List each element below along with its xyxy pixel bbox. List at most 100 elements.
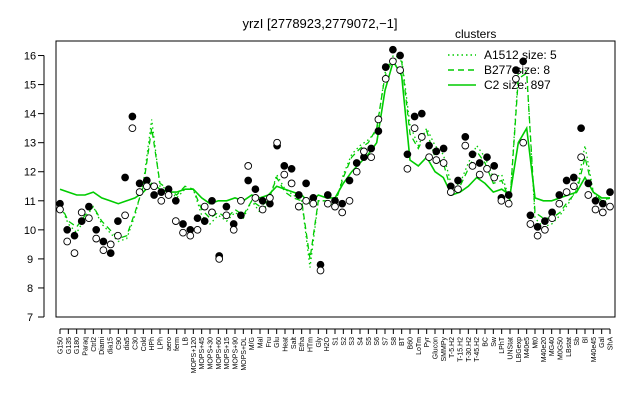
x-tick-label: S6 bbox=[374, 337, 381, 346]
data-point bbox=[526, 211, 535, 220]
data-point bbox=[208, 196, 216, 205]
data-point bbox=[352, 167, 361, 176]
chart-title: yrzI [2778923,2779072,−1] bbox=[242, 16, 397, 31]
data-point bbox=[541, 217, 549, 225]
data-point bbox=[410, 112, 419, 121]
data-point bbox=[569, 182, 578, 191]
legend-entry-b277: B277 size: 8 bbox=[484, 63, 550, 77]
data-point bbox=[135, 188, 144, 196]
x-tick-label: LB bbox=[183, 337, 190, 346]
legend-entry-c2: C2 size: 897 bbox=[484, 78, 551, 92]
data-point bbox=[193, 225, 202, 234]
data-point bbox=[150, 191, 158, 199]
x-tick-label: T-5.H2 bbox=[449, 337, 456, 358]
x-tick-label: S3 bbox=[349, 337, 356, 346]
x-tick-label: Cold bbox=[141, 337, 148, 352]
data-point bbox=[454, 176, 462, 185]
data-point bbox=[439, 144, 448, 153]
data-point bbox=[280, 162, 289, 170]
data-point bbox=[396, 66, 404, 74]
data-point bbox=[475, 170, 484, 179]
plot-frame bbox=[55, 40, 616, 318]
data-point bbox=[381, 63, 390, 71]
data-point bbox=[99, 246, 108, 255]
x-tick-label: M40e20 bbox=[541, 337, 548, 362]
data-point bbox=[352, 159, 361, 167]
data-point bbox=[302, 179, 310, 188]
data-point bbox=[316, 266, 325, 275]
data-point bbox=[222, 202, 231, 211]
data-point bbox=[446, 188, 455, 196]
data-point bbox=[569, 173, 578, 182]
data-point bbox=[468, 150, 477, 159]
x-tick-label: T-15.H2 bbox=[458, 337, 465, 362]
x-tick-label: dia15 bbox=[108, 337, 115, 354]
x-tick-label: S2 bbox=[341, 337, 348, 346]
legend-title: clusters bbox=[455, 27, 496, 41]
x-tick-label: UNStat bbox=[508, 337, 515, 360]
data-point bbox=[114, 231, 122, 240]
data-point bbox=[584, 179, 593, 188]
data-point bbox=[555, 191, 564, 199]
x-tick-label: M/G bbox=[249, 337, 256, 350]
x-tick-label: LoTm bbox=[416, 337, 423, 355]
data-point bbox=[280, 170, 289, 179]
data-point bbox=[85, 214, 93, 223]
data-point bbox=[360, 147, 368, 156]
data-point bbox=[338, 208, 347, 217]
x-tick-label: Pyr bbox=[424, 336, 431, 347]
data-point bbox=[237, 211, 245, 220]
data-point bbox=[258, 196, 267, 205]
data-point bbox=[512, 74, 520, 83]
data-point bbox=[222, 211, 231, 220]
data-point bbox=[519, 138, 528, 147]
data-point bbox=[533, 231, 542, 240]
legend: clusters A1512 size: 5 B277 size: 8 C2 s… bbox=[448, 27, 557, 92]
x-tick-label: BT bbox=[399, 336, 406, 346]
x-tick-label: LPh bbox=[158, 337, 165, 350]
data-point bbox=[251, 185, 260, 194]
x-axis: G150 G135 G180 Paraq Ctrl2 Diami dia15 C90 dia5 C… bbox=[58, 328, 615, 373]
x-tick-label: LBGexp bbox=[516, 337, 523, 362]
data-point bbox=[577, 153, 585, 162]
data-point bbox=[533, 223, 542, 231]
data-point bbox=[367, 153, 376, 162]
data-point bbox=[70, 231, 79, 240]
data-point bbox=[215, 255, 224, 263]
x-tick-label: Glucon bbox=[433, 337, 440, 359]
data-point bbox=[135, 179, 144, 188]
x-tick-label: Ctrl2 bbox=[91, 337, 98, 352]
data-point bbox=[490, 173, 499, 182]
data-point bbox=[150, 182, 158, 191]
x-tick-label: Gal bbox=[599, 337, 606, 348]
data-point bbox=[244, 176, 253, 185]
data-point bbox=[439, 159, 448, 167]
x-tick-label: Mt0 bbox=[533, 337, 540, 349]
data-point bbox=[294, 191, 303, 199]
x-tick-label: Gly bbox=[316, 337, 323, 348]
data-point bbox=[77, 208, 86, 217]
x-tick-label: S5 bbox=[366, 337, 373, 346]
data-point bbox=[114, 217, 122, 225]
data-point bbox=[294, 202, 303, 211]
x-tick-label: BC bbox=[483, 337, 490, 347]
x-tick-label: H2O bbox=[324, 336, 331, 351]
data-point bbox=[128, 112, 137, 121]
x-tick-label: M40e45 bbox=[591, 337, 598, 362]
x-tick-label: MOPS+30 bbox=[208, 337, 215, 370]
data-point bbox=[425, 141, 433, 150]
data-point bbox=[106, 249, 115, 257]
x-tick-label: MOPS+DL bbox=[241, 337, 248, 371]
data-point bbox=[417, 133, 426, 141]
data-point bbox=[425, 153, 433, 162]
data-point bbox=[121, 173, 129, 182]
x-tick-label: MOPS+15 bbox=[224, 337, 231, 370]
x-tick-label: Diami bbox=[99, 337, 106, 355]
data-point bbox=[85, 202, 93, 211]
x-tick-label: MOPS+120 bbox=[191, 337, 198, 373]
y-tick-label: 10 bbox=[24, 225, 36, 237]
data-point bbox=[562, 188, 571, 196]
data-point bbox=[606, 188, 614, 196]
x-tick-label: Sw bbox=[491, 336, 498, 347]
